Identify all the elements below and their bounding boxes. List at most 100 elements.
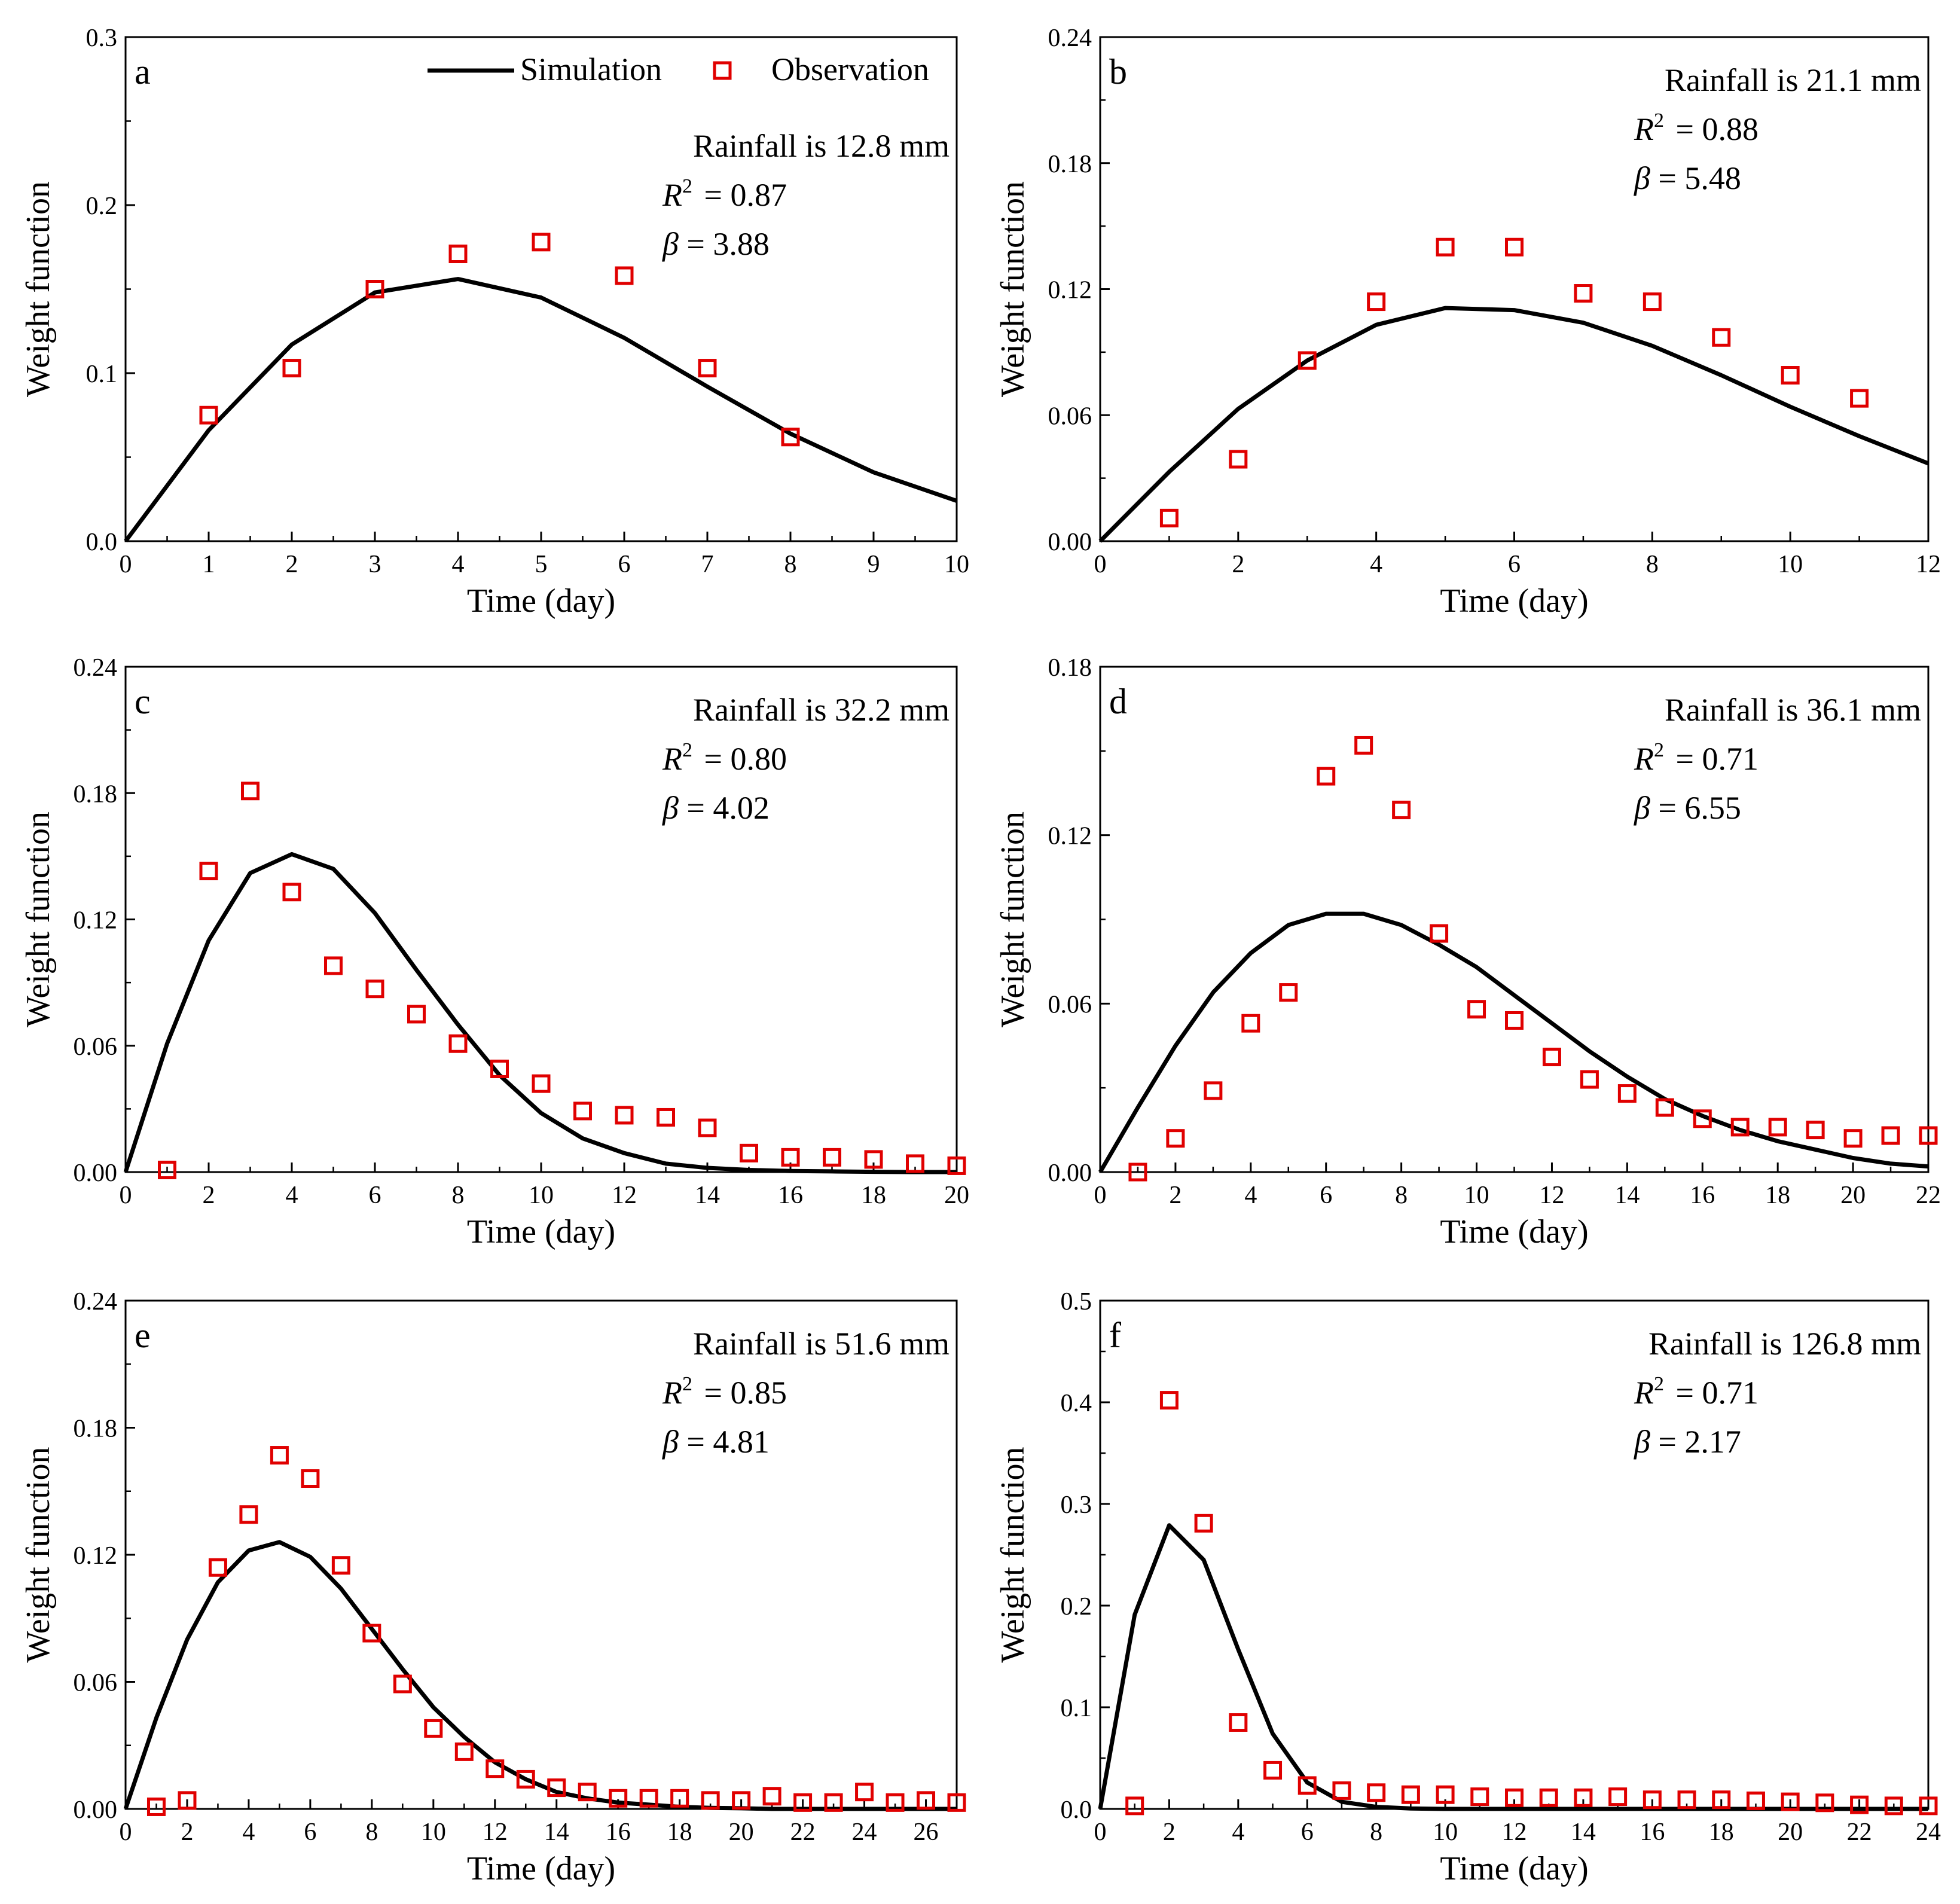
panel-b-observation-point — [1850, 389, 1869, 408]
panel-a-observation-point — [448, 244, 468, 263]
panel-b-xtick-label: 8 — [1646, 551, 1659, 578]
panel-f-observation-point — [1505, 1788, 1524, 1807]
panel-e-xtick-label: 14 — [544, 1818, 569, 1846]
panel-e-observation-point — [547, 1778, 566, 1798]
panel-c-ytick-label: 0.24 — [74, 654, 118, 682]
panel-f-observation-point — [1194, 1514, 1213, 1533]
panel-a-xtick-label: 2 — [286, 551, 298, 578]
panel-e-ylabel: Weight function — [20, 1447, 57, 1663]
panel-e-xtick-label: 18 — [667, 1818, 692, 1846]
panel-c-observation-point — [407, 1005, 426, 1024]
panel-f-observation-point — [1781, 1792, 1800, 1811]
panel-b-xtick-label: 0 — [1094, 551, 1107, 578]
panel-e-xtick-label: 12 — [483, 1818, 508, 1846]
panel-a-observation-point — [615, 266, 634, 285]
panel-d-xtick-label: 20 — [1840, 1182, 1866, 1209]
panel-f-xtick-label: 0 — [1094, 1818, 1107, 1846]
panel-c-xtick-label: 6 — [369, 1182, 381, 1209]
panel-e-observation-point — [578, 1783, 597, 1802]
panel-f-ytick-label: 0.2 — [1061, 1593, 1092, 1621]
panel-a-ytick-label: 0.0 — [86, 529, 118, 556]
panel-d-observation-point — [1806, 1121, 1825, 1140]
panel-f-xtick-label: 22 — [1847, 1818, 1872, 1846]
panel-d: 0 2 4 6 8 10 12 14 16 18 20 22 0.00 0.06 0.12 0.18 Time … — [994, 654, 1941, 1250]
panel-f-observation-point — [1229, 1713, 1248, 1732]
panel-b-observation-point — [1297, 351, 1317, 370]
panel-e-observation-point — [301, 1469, 320, 1488]
panel-d-observation-point — [1467, 1000, 1486, 1019]
panel-c-observation-point — [823, 1148, 841, 1167]
panel-f-observation-point — [1815, 1793, 1834, 1813]
panel-d-observation-point — [1730, 1118, 1750, 1137]
panel-f-observation-point — [1884, 1796, 1903, 1815]
panel-e-observation-point — [639, 1789, 658, 1808]
panel-d-observation-point — [1166, 1129, 1185, 1148]
panel-c-ytick-label: 0.00 — [74, 1160, 118, 1187]
panel-d-observation-point — [1317, 767, 1336, 786]
panel-e-observation-point — [886, 1793, 905, 1812]
panel-e-observation-point — [362, 1624, 381, 1643]
panel-a-beta-text: β = 3.88 — [662, 226, 770, 262]
panel-a-observation-point — [365, 280, 384, 298]
panel-f-xtick-label: 12 — [1502, 1818, 1527, 1846]
panel-c-observation-point — [282, 883, 301, 902]
panel-f-xtick-label: 10 — [1433, 1818, 1458, 1846]
panel-f-observation-point — [1332, 1781, 1351, 1800]
panel-c-xtick-label: 10 — [529, 1182, 554, 1209]
panel-e-ytick-label: 0.12 — [74, 1542, 118, 1570]
panel-c-ylabel: Weight function — [20, 811, 57, 1027]
panel-f-observation-point — [1574, 1788, 1593, 1807]
panel-f-xtick-label: 18 — [1709, 1818, 1734, 1846]
panel-d-xtick-label: 4 — [1244, 1182, 1257, 1209]
panel-d-observation-point — [1768, 1118, 1787, 1137]
panel-f-r2-text: R2 = 0.71 — [1634, 1373, 1758, 1411]
panel-c-observation-point — [657, 1107, 675, 1127]
panel-a-simulation-line — [124, 277, 958, 543]
panel-c-observation-point — [864, 1150, 883, 1169]
panel-b-ytick-label: 0.12 — [1048, 277, 1092, 304]
panel-e-xtick-label: 16 — [606, 1818, 631, 1846]
panel-e-observation-point — [516, 1769, 535, 1789]
panel-c-observation-point — [615, 1106, 634, 1125]
panel-d-simulation-line — [1098, 911, 1929, 1173]
panel-c-xtick-label: 18 — [861, 1182, 886, 1209]
panel-d-xtick-label: 12 — [1539, 1182, 1564, 1209]
panel-d-observation-point — [1580, 1070, 1599, 1089]
panel-d-ytick-label: 0.18 — [1048, 654, 1092, 682]
panel-a-ylabel: Weight function — [20, 181, 57, 397]
panel-f-observation-point — [1850, 1795, 1869, 1814]
panel-a-frame — [124, 36, 958, 542]
panel-f-observation-point — [1677, 1790, 1696, 1810]
panel-e-xtick-label: 22 — [790, 1818, 816, 1846]
panel-b-observation-point — [1159, 508, 1179, 527]
panel-c-observation-point — [698, 1118, 717, 1137]
panel-d-xtick-label: 16 — [1690, 1182, 1715, 1209]
panel-c: 0 2 4 6 8 10 12 14 16 18 20 0.00 0.06 0.12 0.18 0.24 Tim… — [20, 654, 969, 1250]
panel-d-observation-point — [1693, 1109, 1712, 1128]
panel-c-observation-point — [324, 956, 343, 975]
panel-e-ytick-label: 0.24 — [74, 1288, 118, 1316]
panel-d-xtick-label: 0 — [1094, 1182, 1107, 1209]
panel-f-xtick-label: 4 — [1232, 1818, 1244, 1846]
panel-b-ytick-label: 0.24 — [1048, 25, 1092, 52]
panel-e-observation-point — [239, 1505, 258, 1524]
panel-f-ytick-label: 0.4 — [1061, 1390, 1092, 1417]
panel-e-ytick-label: 0.18 — [74, 1415, 118, 1443]
panel-e-observation-point — [454, 1742, 474, 1761]
panel-f: 0 2 4 6 8 10 12 14 16 18 20 22 240.00.10.20.30.40.5T… — [994, 1288, 1941, 1887]
panel-b-xtick-label: 10 — [1778, 551, 1803, 578]
panel-f-xtick-label: 2 — [1163, 1818, 1176, 1846]
panel-c-observation-point — [947, 1156, 966, 1175]
panel-d-frame — [1099, 666, 1930, 1173]
panel-a-xlabel: Time (day) — [467, 582, 615, 620]
panel-e-observation-point — [178, 1791, 197, 1810]
panel-d-xtick-label: 2 — [1169, 1182, 1182, 1209]
panel-f-rainfall-text: Rainfall is 126.8 mm — [1648, 1326, 1921, 1362]
panel-e-xtick-label: 26 — [914, 1818, 939, 1846]
panel-c-observation-point — [241, 782, 259, 801]
panel-a-xtick-label: 4 — [452, 551, 465, 578]
panel-a-observation-point — [781, 428, 800, 447]
panel-d-observation-point — [1843, 1129, 1863, 1148]
panel-a-observation-point — [199, 405, 218, 425]
